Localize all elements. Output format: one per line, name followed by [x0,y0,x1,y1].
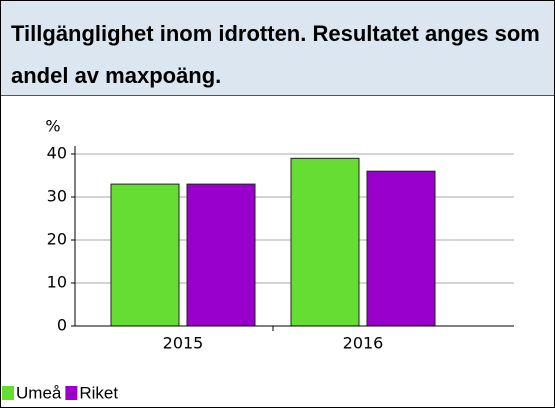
y-tick-label: 0 [57,316,67,335]
legend-label: Umeå [16,383,62,402]
y-tick-label: 30 [47,187,67,206]
x-tick-label: 2015 [163,334,204,353]
y-tick-label: 40 [47,144,67,163]
bar [290,157,360,327]
chart-title: Tillgänglighet inom idrotten. Resultatet… [1,1,554,96]
legend-label: Riket [79,383,118,402]
y-tick-label: 10 [47,273,67,292]
bar [366,170,436,327]
y-axis-label: % [45,117,60,136]
y-tick-label: 20 [47,230,67,249]
chart: % 0 10 20 30 40 2015 2016 Umeå Riket [2,117,514,402]
legend-swatch [65,386,78,400]
bar [186,183,256,327]
bar [110,183,180,327]
x-tick-label: 2016 [343,334,384,353]
legend-swatch [2,386,14,400]
